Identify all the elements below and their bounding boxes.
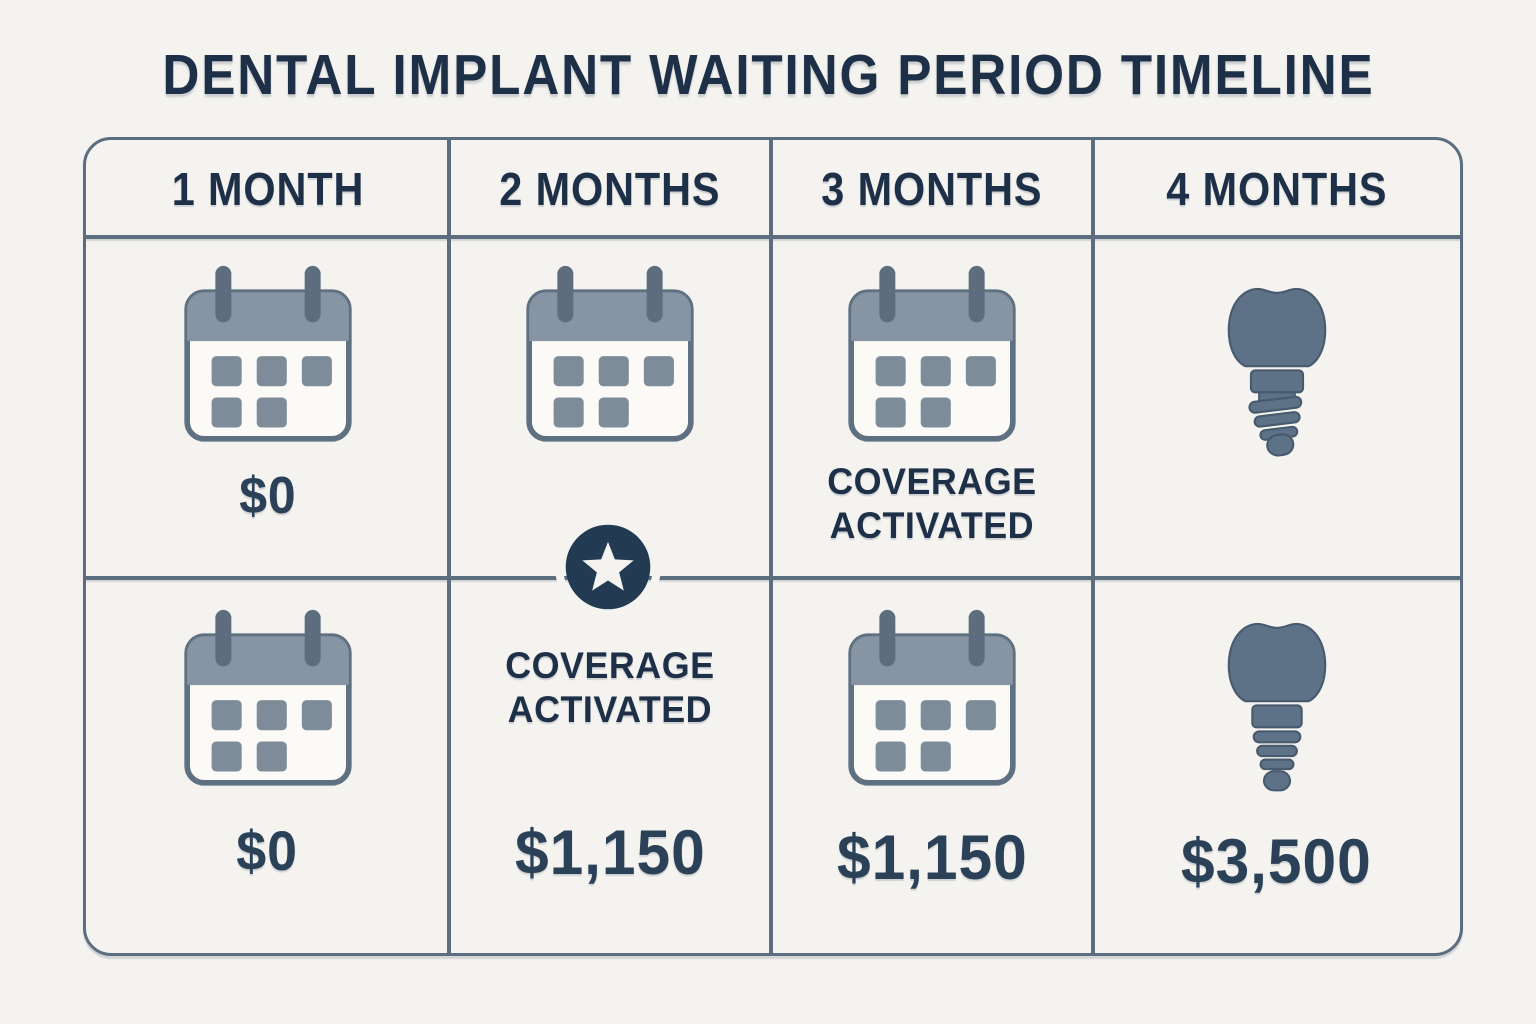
star-badge-icon (565, 524, 651, 610)
header-3-months-label: 3 MONTHS (821, 162, 1043, 215)
table-divider-vertical-1 (447, 140, 451, 953)
cost-value: $0 (238, 467, 297, 525)
cell-row1-month3: COVERAGE ACTIVATED (771, 237, 1093, 578)
calendar-icon (183, 609, 352, 786)
header-4-months: 4 MONTHS (1093, 140, 1460, 237)
coverage-activated-note: COVERAGE ACTIVATED (827, 461, 1037, 546)
cell-row2-month3: $1,150 (771, 578, 1093, 953)
cell-row2-month1: $0 (86, 578, 449, 953)
calendar-icon (183, 265, 352, 442)
cell-row2-month4: $3,500 (1093, 578, 1460, 953)
table-divider-vertical-2 (769, 140, 773, 953)
coverage-activated-note: COVERAGE ACTIVATED (505, 645, 715, 730)
calendar-icon (848, 609, 1016, 786)
timeline-grid: 1 MONTH 2 MONTHS 3 MONTHS 4 MONTHS (86, 140, 1460, 953)
cell-row1-month1: $0 (86, 237, 449, 578)
cost-value: $1,150 (514, 818, 706, 889)
calendar-icon (526, 265, 694, 442)
cost-value: $3,500 (1181, 827, 1372, 897)
table-divider-rows (86, 576, 1460, 580)
table-divider-vertical-3 (1091, 140, 1095, 953)
cell-row1-month4 (1093, 237, 1460, 578)
page-title: DENTAL IMPLANT WAITING PERIOD TIMELINE (0, 40, 1536, 110)
header-3-months: 3 MONTHS (771, 140, 1093, 237)
header-2-months: 2 MONTHS (449, 140, 771, 237)
cell-row1-month2 (449, 237, 771, 578)
header-4-months-label: 4 MONTHS (1165, 162, 1388, 215)
header-1-month-label: 1 MONTH (171, 162, 364, 215)
cost-value: $0 (236, 819, 299, 882)
table-divider-header (86, 235, 1460, 239)
dental-implant-icon (1227, 287, 1326, 457)
calendar-icon (848, 265, 1016, 442)
dental-implant-icon (1227, 622, 1326, 792)
header-1-month: 1 MONTH (86, 140, 449, 237)
page-title-text: DENTAL IMPLANT WAITING PERIOD TIMELINE (161, 43, 1375, 107)
header-2-months-label: 2 MONTHS (499, 162, 721, 215)
cost-value: $1,150 (836, 823, 1028, 893)
timeline-table: 1 MONTH 2 MONTHS 3 MONTHS 4 MONTHS (83, 137, 1463, 956)
cell-row2-month2: COVERAGE ACTIVATED $1,150 (449, 578, 771, 953)
